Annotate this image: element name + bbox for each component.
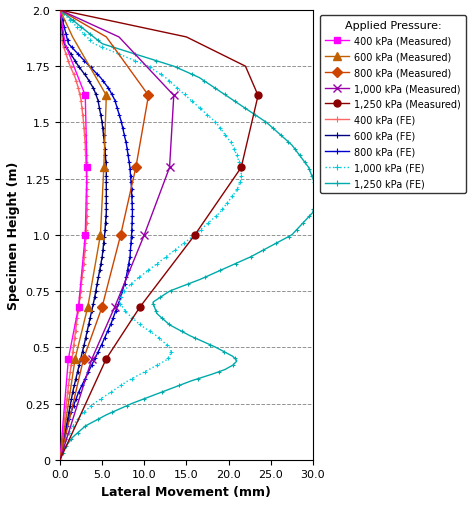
600 kPa (FE)	[103, 174, 109, 180]
800 kPa (FE)	[57, 457, 63, 463]
600 kPa (Measured)	[57, 457, 63, 463]
Line: 1,250 kPa (FE): 1,250 kPa (FE)	[57, 9, 319, 462]
800 kPa (Measured)	[57, 457, 63, 463]
1,250 kPa (Measured)	[57, 8, 63, 14]
800 kPa (Measured)	[133, 165, 139, 171]
X-axis label: Lateral Movement (mm): Lateral Movement (mm)	[101, 485, 271, 498]
600 kPa (Measured)	[85, 304, 91, 310]
800 kPa (FE)	[128, 174, 134, 180]
1,250 kPa (FE)	[310, 174, 315, 180]
Legend: 400 kPa (Measured), 600 kPa (Measured), 800 kPa (Measured), 1,000 kPa (Measured): 400 kPa (Measured), 600 kPa (Measured), …	[320, 16, 466, 193]
Line: 1,250 kPa (Measured): 1,250 kPa (Measured)	[56, 8, 262, 463]
400 kPa (FE)	[57, 457, 63, 463]
800 kPa (Measured)	[57, 8, 63, 14]
400 kPa (FE)	[79, 279, 84, 285]
1,000 kPa (FE)	[57, 8, 63, 14]
400 kPa (FE)	[83, 174, 89, 180]
600 kPa (FE)	[57, 8, 63, 14]
1,250 kPa (Measured)	[103, 356, 109, 362]
1,250 kPa (FE)	[154, 311, 160, 317]
600 kPa (FE)	[67, 403, 73, 409]
Line: 1,000 kPa (FE): 1,000 kPa (FE)	[57, 9, 244, 462]
400 kPa (FE)	[82, 130, 87, 136]
Line: 400 kPa (FE): 400 kPa (FE)	[57, 9, 90, 462]
600 kPa (Measured)	[70, 35, 75, 41]
800 kPa (FE)	[112, 311, 118, 317]
Line: 600 kPa (FE): 600 kPa (FE)	[57, 9, 109, 462]
800 kPa (Measured)	[81, 356, 86, 362]
1,250 kPa (FE)	[275, 130, 281, 136]
400 kPa (Measured)	[62, 41, 68, 47]
800 kPa (Measured)	[118, 232, 124, 238]
1,250 kPa (FE)	[57, 457, 63, 463]
600 kPa (FE)	[100, 130, 106, 136]
400 kPa (FE)	[75, 311, 81, 317]
Line: 1,000 kPa (Measured): 1,000 kPa (Measured)	[56, 7, 178, 464]
1,000 kPa (FE)	[238, 174, 244, 180]
600 kPa (FE)	[89, 311, 94, 317]
600 kPa (FE)	[100, 133, 106, 139]
1,000 kPa (Measured)	[167, 165, 173, 171]
1,000 kPa (Measured)	[57, 457, 63, 463]
800 kPa (Measured)	[99, 304, 105, 310]
600 kPa (Measured)	[98, 232, 103, 238]
400 kPa (Measured)	[65, 356, 71, 362]
400 kPa (FE)	[82, 133, 87, 139]
1,250 kPa (Measured)	[57, 457, 63, 463]
1,000 kPa (Measured)	[141, 232, 147, 238]
400 kPa (Measured)	[82, 93, 88, 99]
1,250 kPa (FE)	[57, 8, 63, 14]
1,250 kPa (FE)	[191, 279, 197, 285]
1,000 kPa (Measured)	[171, 93, 177, 99]
1,000 kPa (FE)	[57, 457, 63, 463]
1,250 kPa (Measured)	[255, 93, 261, 99]
400 kPa (Measured)	[82, 232, 88, 238]
800 kPa (Measured)	[103, 35, 109, 41]
800 kPa (FE)	[121, 130, 127, 136]
1,250 kPa (Measured)	[243, 64, 248, 70]
1,000 kPa (FE)	[223, 133, 228, 139]
1,000 kPa (FE)	[89, 403, 94, 409]
800 kPa (FE)	[57, 8, 63, 14]
Line: 800 kPa (Measured): 800 kPa (Measured)	[56, 8, 152, 463]
800 kPa (FE)	[71, 403, 76, 409]
1,250 kPa (Measured)	[137, 304, 143, 310]
600 kPa (FE)	[95, 279, 100, 285]
600 kPa (FE)	[57, 457, 63, 463]
400 kPa (FE)	[57, 8, 63, 14]
Line: 400 kPa (Measured): 400 kPa (Measured)	[56, 8, 91, 463]
1,250 kPa (Measured)	[238, 165, 244, 171]
1,250 kPa (FE)	[124, 403, 130, 409]
600 kPa (Measured)	[101, 165, 107, 171]
1,000 kPa (Measured)	[57, 8, 63, 14]
1,000 kPa (FE)	[124, 311, 130, 317]
400 kPa (FE)	[63, 403, 69, 409]
1,000 kPa (Measured)	[89, 356, 95, 362]
800 kPa (FE)	[122, 279, 128, 285]
400 kPa (Measured)	[76, 304, 82, 310]
Y-axis label: Specimen Height (m): Specimen Height (m)	[7, 162, 20, 310]
1,000 kPa (FE)	[221, 130, 227, 136]
1,000 kPa (Measured)	[116, 35, 122, 41]
1,250 kPa (FE)	[278, 133, 283, 139]
600 kPa (Measured)	[57, 8, 63, 14]
600 kPa (Measured)	[73, 356, 78, 362]
600 kPa (Measured)	[103, 93, 109, 99]
1,000 kPa (FE)	[131, 279, 137, 285]
Line: 600 kPa (Measured): 600 kPa (Measured)	[56, 7, 110, 464]
1,000 kPa (Measured)	[112, 304, 118, 310]
400 kPa (Measured)	[57, 8, 63, 14]
1,250 kPa (Measured)	[192, 232, 198, 238]
400 kPa (Measured)	[57, 457, 63, 463]
Line: 800 kPa (FE): 800 kPa (FE)	[57, 9, 135, 462]
800 kPa (FE)	[121, 133, 127, 139]
1,250 kPa (Measured)	[183, 35, 189, 41]
400 kPa (Measured)	[84, 165, 90, 171]
800 kPa (Measured)	[146, 93, 151, 99]
